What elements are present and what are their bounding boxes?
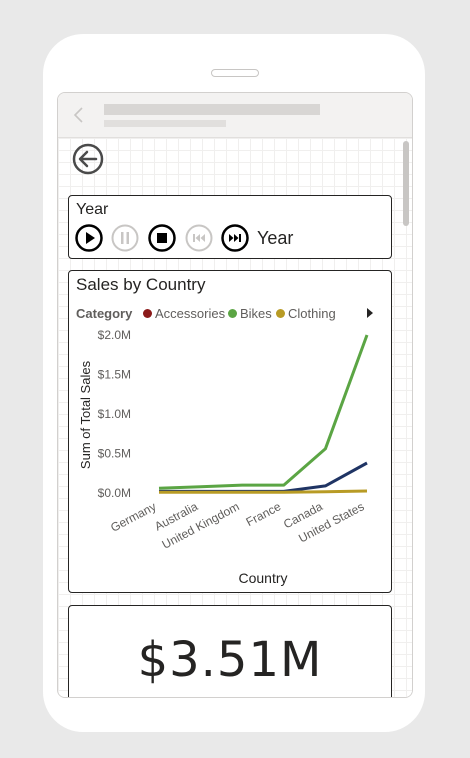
report-subtitle-placeholder <box>104 120 226 127</box>
year-play-axis: Year <box>68 195 392 259</box>
legend-next-icon[interactable] <box>365 307 375 319</box>
y-tick-label: $0.0M <box>98 486 131 500</box>
report-header <box>58 93 412 138</box>
chart-title: Sales by Country <box>76 275 206 294</box>
stop-icon[interactable] <box>148 224 176 252</box>
report-canvas: Year <box>58 138 412 697</box>
back-arrow-icon[interactable] <box>72 143 104 175</box>
y-tick-label: $0.5M <box>98 447 131 461</box>
chevron-left-icon[interactable] <box>72 106 86 124</box>
skip-back-icon[interactable] <box>185 224 213 252</box>
phone-frame: Year <box>43 34 425 732</box>
legend-marker <box>276 309 285 318</box>
series-line-clothing[interactable] <box>159 489 368 494</box>
legend-label: Bikes <box>240 306 272 321</box>
phone-speaker <box>211 69 259 77</box>
year-field-label: Year <box>257 228 294 248</box>
sales-by-country-chart: $2.0M $1.5M $1.0M $0.5M $0.0M Germany Austral… <box>68 270 392 593</box>
legend-label: Accessories <box>155 306 226 321</box>
skip-forward-icon[interactable] <box>221 224 249 252</box>
x-tick-label: France <box>244 499 284 529</box>
y-axis-title: Sum of Total Sales <box>78 360 93 469</box>
line-chart-plot: $2.0M$1.5M$1.0M$0.5M$0.0M GermanyAustral… <box>78 328 369 586</box>
legend-marker <box>228 309 237 318</box>
y-tick-label: $1.0M <box>98 407 131 421</box>
vertical-scrollbar[interactable] <box>403 141 409 226</box>
kpi-value: $3.51M <box>137 632 323 688</box>
year-slicer-title: Year <box>76 201 109 218</box>
x-tick-label: Germany <box>108 499 158 535</box>
series-line-bikes[interactable] <box>158 334 369 490</box>
legend-title: Category <box>76 306 133 321</box>
pause-icon[interactable] <box>111 224 139 252</box>
legend-marker <box>143 309 152 318</box>
total-sales-card: $3.51M <box>68 605 392 697</box>
report-screen: Year <box>57 92 413 698</box>
play-icon[interactable] <box>75 224 103 252</box>
legend-item-bikes[interactable]: Bikes <box>228 306 272 321</box>
y-tick-label: $2.0M <box>98 328 131 342</box>
legend-item-clothing[interactable]: Clothing <box>276 306 336 321</box>
report-title-placeholder <box>104 104 320 115</box>
legend-label: Clothing <box>288 306 336 321</box>
y-tick-label: $1.5M <box>98 368 131 382</box>
x-axis-title: Country <box>238 570 287 586</box>
legend-item-accessories[interactable]: Accessories <box>143 306 225 321</box>
